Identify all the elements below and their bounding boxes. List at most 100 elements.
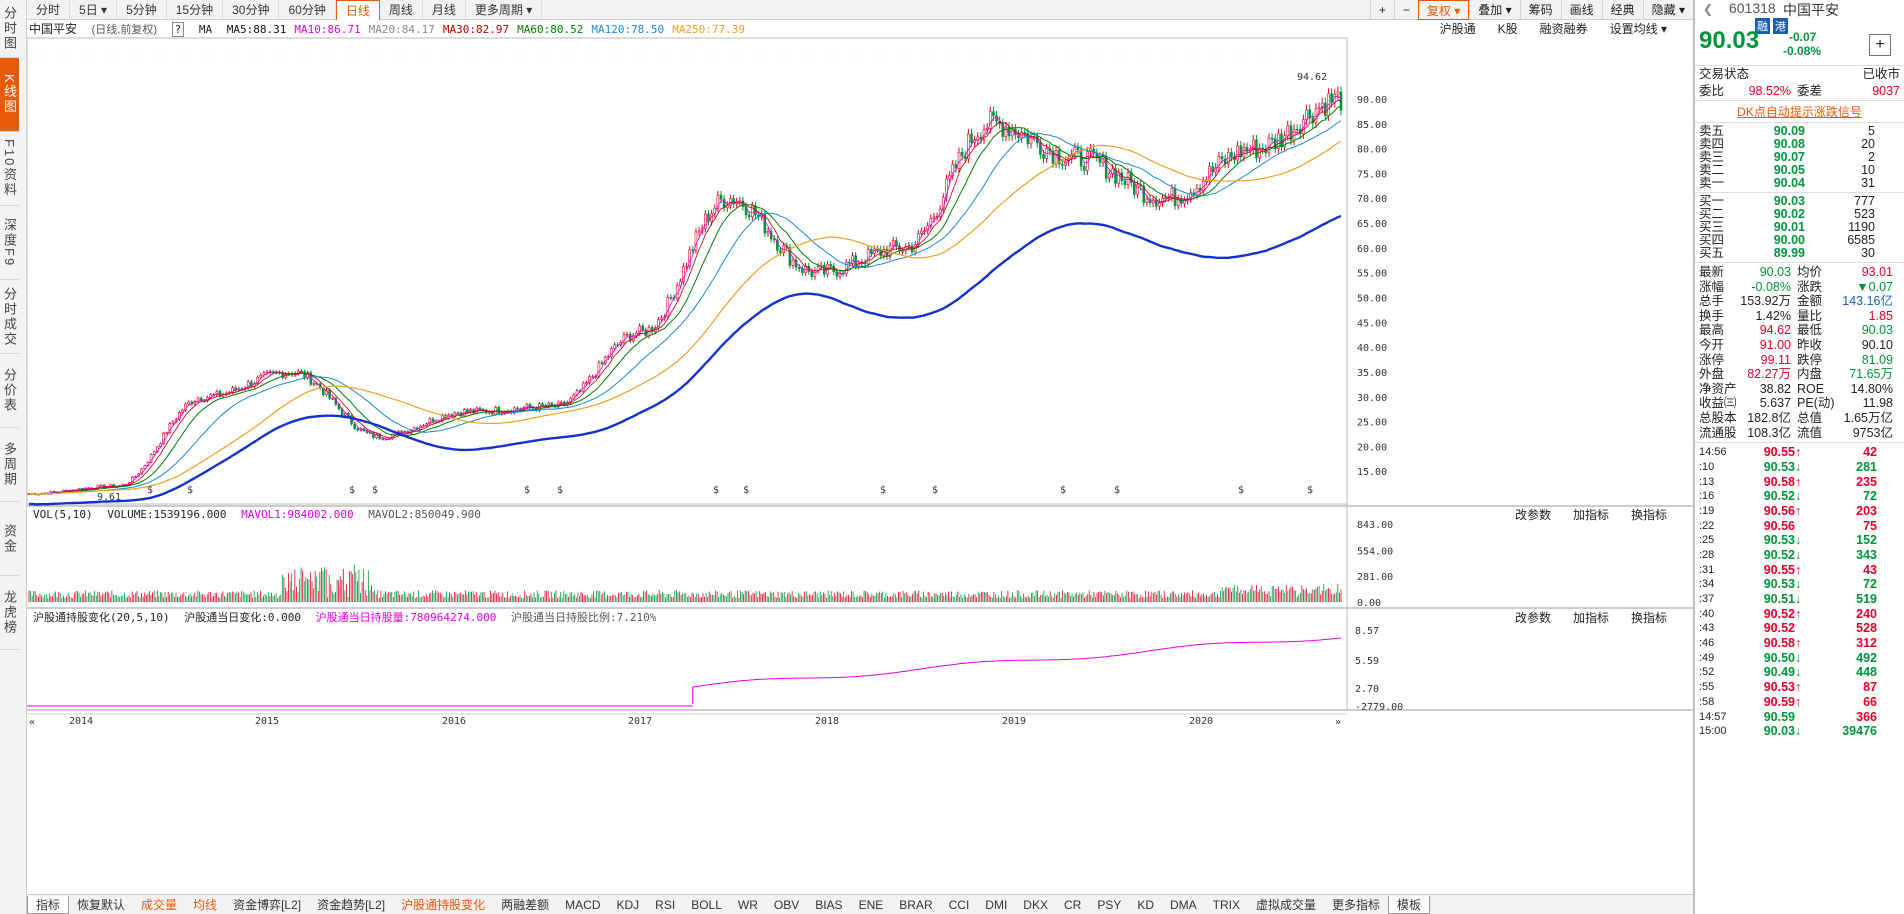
candle-body: [497, 407, 500, 414]
left-nav-item[interactable]: 分时成交: [0, 280, 19, 354]
quote-panel: ❮ 601318 中国平安 融 港 90.03 -0.07 -0.08% + 交…: [1693, 0, 1904, 914]
period-tab[interactable]: 日线: [335, 0, 380, 20]
volume-axis-label: 843.00: [1357, 520, 1393, 531]
period-tab[interactable]: 更多周期 ▾: [466, 0, 543, 20]
indicator-tab[interactable]: 成交量: [141, 898, 178, 912]
header-link[interactable]: 改参数: [1514, 508, 1551, 522]
indicator-tab[interactable]: 沪股通持股变化: [401, 898, 486, 912]
indicator-tab[interactable]: DMI: [985, 897, 1008, 912]
indicator-tab[interactable]: CR: [1063, 897, 1082, 912]
indicator-tab[interactable]: 更多指标: [1332, 898, 1381, 912]
period-tab[interactable]: 5分钟: [117, 0, 167, 20]
indicator-tab[interactable]: DKX: [1023, 897, 1048, 912]
period-tab[interactable]: 月线: [423, 0, 466, 20]
book-label: 卖五: [1699, 124, 1725, 138]
stat-label: 金额: [1797, 294, 1823, 309]
book-volume: 5: [1868, 124, 1875, 138]
indicator-tab[interactable]: OBV: [773, 897, 800, 912]
hkt-axis-label: 5.59: [1355, 656, 1379, 667]
candle-body: [1142, 185, 1146, 203]
indicator-tab[interactable]: DMA: [1170, 897, 1197, 912]
period-tab[interactable]: 15分钟: [167, 0, 224, 20]
period-tab[interactable]: 60分钟: [279, 0, 336, 20]
toolbar-button[interactable]: 隐藏 ▾: [1642, 0, 1693, 20]
kline-chart-area[interactable]: 90.00 85.00 80.00 75.00 70.00 65.00 60.00 55.00…: [27, 20, 1693, 894]
kline-chart-svg[interactable]: 90.00 85.00 80.00 75.00 70.00 65.00 60.00 55.00…: [27, 20, 1693, 894]
indicator-tab[interactable]: BOLL: [691, 897, 722, 912]
header-link[interactable]: 融资融券: [1539, 22, 1588, 36]
toolbar-button[interactable]: 叠加 ▾: [1469, 0, 1519, 20]
candle-body: [916, 233, 920, 245]
header-link[interactable]: 加指标: [1572, 508, 1609, 522]
tick-volume: 66: [1863, 694, 1877, 709]
indicator-tab[interactable]: PSY: [1097, 897, 1122, 912]
indicator-tab[interactable]: 资金趋势[L2]: [317, 898, 386, 912]
tick-arrow: ↑: [1795, 562, 1802, 577]
left-nav-item[interactable]: 分价表: [0, 354, 19, 428]
add-watchlist-icon[interactable]: +: [1869, 34, 1891, 56]
candle-body: [478, 407, 482, 410]
left-nav-item[interactable]: F10资料: [0, 132, 19, 206]
left-nav-item[interactable]: 龙虎榜: [0, 576, 19, 650]
indicator-tab[interactable]: WR: [737, 897, 758, 912]
toolbar-button[interactable]: −: [1393, 0, 1418, 20]
indicator-tab[interactable]: 均线: [193, 898, 218, 912]
price-axis-label: 80.00: [1357, 145, 1387, 156]
period-tab[interactable]: 30分钟: [223, 0, 280, 20]
tick-row: :31 90.55 ↑ 43: [1695, 563, 1904, 578]
tick-time: :52: [1699, 666, 1715, 679]
candle-body: [381, 438, 385, 440]
header-link[interactable]: K股: [1497, 22, 1518, 36]
header-link[interactable]: 换指标: [1630, 508, 1667, 522]
indicator-tab[interactable]: BIAS: [815, 897, 843, 912]
indicator-tab[interactable]: KDJ: [616, 897, 640, 912]
help-icon[interactable]: ?: [171, 22, 185, 37]
period-tab[interactable]: 分时: [27, 0, 71, 20]
left-nav-item[interactable]: 多周期: [0, 428, 19, 502]
dk-signal-link[interactable]: DK点自动提示涨跌信号: [1737, 105, 1862, 119]
book-volume: 6585: [1847, 233, 1875, 247]
scroll-right-icon: »: [1335, 717, 1341, 728]
prev-icon[interactable]: ❮: [1703, 2, 1714, 16]
indicator-tab[interactable]: CCI: [948, 897, 970, 912]
indicator-tab[interactable]: ENE: [858, 897, 884, 912]
toolbar-button[interactable]: 复权 ▾: [1417, 0, 1470, 20]
candle-body: [766, 230, 770, 234]
header-link[interactable]: 沪股通: [1439, 22, 1476, 36]
stat-value: ▼0.07: [1856, 279, 1893, 294]
left-nav-item[interactable]: 分时图: [0, 0, 19, 58]
indicator-tab[interactable]: TRIX: [1212, 897, 1241, 912]
candle-body: [948, 175, 951, 180]
left-nav-item[interactable]: 资金: [0, 502, 19, 576]
header-link[interactable]: 设置均线 ▾: [1609, 22, 1667, 36]
header-link[interactable]: 改参数: [1514, 611, 1551, 625]
indicator-tab[interactable]: 资金博弈[L2]: [233, 898, 302, 912]
indicator-tab[interactable]: 指标: [27, 895, 70, 914]
toolbar-button[interactable]: +: [1369, 0, 1394, 20]
hkt-axis-label: 2.70: [1355, 684, 1379, 695]
left-nav-item[interactable]: 深度F9: [0, 206, 19, 280]
indicator-tab[interactable]: 虚拟成交量: [1256, 898, 1317, 912]
period-tab[interactable]: 周线: [380, 0, 423, 20]
left-nav-item[interactable]: K线图: [0, 58, 19, 132]
candle-body: [1004, 126, 1008, 137]
period-tab[interactable]: 5日 ▾: [70, 0, 118, 20]
header-link[interactable]: 加指标: [1572, 611, 1609, 625]
indicator-tab[interactable]: 模板: [1388, 895, 1431, 914]
tick-price: 90.56: [1763, 503, 1795, 518]
candle-body: [691, 249, 695, 252]
candle-body: [1308, 109, 1311, 119]
indicator-tab[interactable]: 恢复默认: [77, 898, 126, 912]
indicator-tab[interactable]: BRAR: [899, 897, 933, 912]
toolbar-button[interactable]: 经典: [1601, 0, 1643, 20]
header-link[interactable]: 换指标: [1630, 611, 1667, 625]
indicator-tab[interactable]: MACD: [565, 897, 601, 912]
dividend-marker: $: [1060, 485, 1066, 496]
dividend-marker: $: [713, 485, 719, 496]
indicator-tab[interactable]: RSI: [655, 897, 676, 912]
candle-body: [375, 433, 378, 438]
indicator-tab[interactable]: 两融差额: [501, 898, 550, 912]
toolbar-button[interactable]: 画线: [1560, 0, 1602, 20]
indicator-tab[interactable]: KD: [1137, 897, 1154, 912]
toolbar-button[interactable]: 筹码: [1519, 0, 1561, 20]
